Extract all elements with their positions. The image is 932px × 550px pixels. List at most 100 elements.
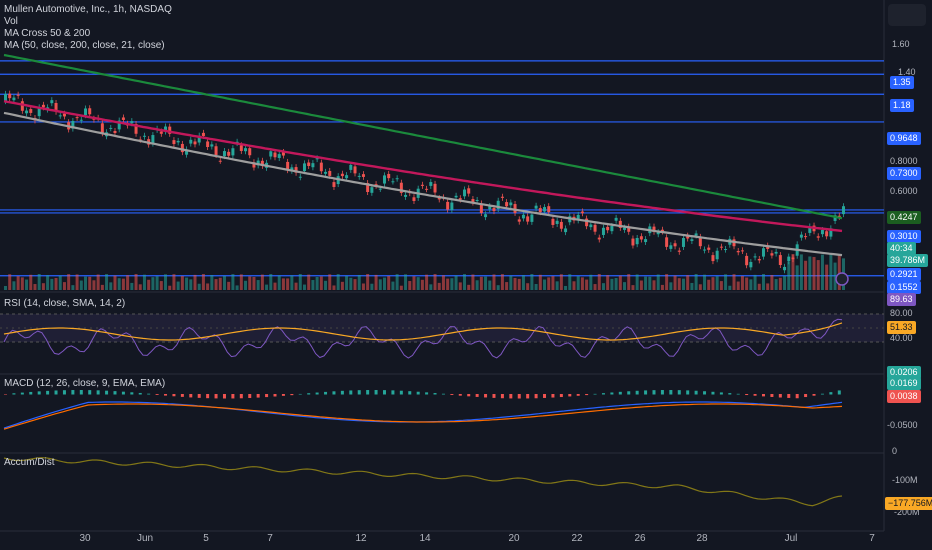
candle [538,208,542,213]
candle [286,161,290,171]
candle [513,204,517,213]
settings-button[interactable] [888,4,926,26]
price-tick: 0.8000 [890,156,918,166]
candle [429,182,433,186]
volume-bar [555,281,559,290]
volume-bar [740,275,744,290]
candle [576,214,580,221]
volume-bar [597,274,601,290]
candle [113,130,117,134]
volume-bar [463,274,467,290]
candle [656,232,660,235]
volume-bar [391,281,395,290]
candle [635,237,639,245]
candle [201,132,205,137]
macd-hist [71,390,75,395]
volume-bar [244,280,248,290]
macd-hist [543,394,547,398]
candle [151,135,155,144]
candle [319,162,323,172]
macd-hist [222,394,226,399]
accum-label[interactable]: Accum/Dist [4,457,55,468]
volume-bar [610,278,614,290]
macd-hist [324,391,328,395]
macd-label[interactable]: MACD (12, 26, close, 9, EMA, EMA) [4,378,166,389]
candle [395,178,399,180]
x-tick: 26 [634,533,646,544]
macd-hist [677,390,681,395]
volume-bar [635,274,639,290]
candle [479,203,483,213]
candle [50,100,54,104]
volume-bar [690,282,694,290]
volume-bar [833,262,837,290]
rsi-label[interactable]: RSI (14, close, SMA, 14, 2) [4,298,126,309]
candle [138,139,142,141]
macd-hist [307,393,311,395]
volume-bar [218,277,222,290]
candle [256,160,260,166]
indicator-vol[interactable]: Vol [4,16,18,27]
volume-bar [686,275,690,290]
candle [804,236,808,238]
volume-bar [618,275,622,290]
signal-tag: 0.0038 [887,390,921,403]
candle [492,208,496,212]
candle [58,115,62,117]
candle [75,117,79,119]
volume-bar [669,282,673,290]
macd-hist [500,394,504,399]
volume-bar [745,277,749,290]
volume-bar [214,279,218,290]
candle [606,226,610,231]
volume-bar [41,283,45,290]
macd-hist [686,390,690,395]
volume-bar [580,277,584,290]
volume-bar [126,275,130,290]
volume-bar [311,280,315,290]
volume-bar [378,279,382,290]
macd-hist [450,394,454,395]
volume-bar [627,274,631,290]
indicator-ma[interactable]: MA (50, close, 200, close, 21, close) [4,40,165,51]
indicator-ma-cross[interactable]: MA Cross 50 & 200 [4,28,91,39]
volume-bar [210,275,214,290]
volume-bar [799,254,803,290]
macd-hist [576,394,580,396]
rsi-tick: 80.00 [890,308,913,318]
candle [121,117,125,120]
volume-bar [665,274,669,290]
macd-hist [113,391,117,395]
candle [639,236,643,240]
macd-hist [568,394,572,397]
candle [294,167,298,173]
macd-hist [206,394,210,399]
volume-bar [159,281,163,290]
volume-bar [113,275,117,290]
price-tick: 1.40 [898,67,916,77]
symbol-title[interactable]: Mullen Automotive, Inc., 1h, NASDAQ [4,4,172,15]
volume-bar [724,274,728,290]
macd-hist [155,394,159,395]
candle [816,236,820,238]
volume-bar [307,274,311,290]
candle [100,123,104,134]
candle [328,170,332,176]
candle [458,198,462,200]
volume-bar [736,281,740,290]
ma-mid-line [3,100,843,233]
volume-bar [96,274,100,290]
candle [505,202,509,207]
candle [463,189,467,197]
candle [467,188,471,194]
macd-hist [172,394,176,397]
macd-hist [189,394,193,398]
volume-bar [454,275,458,290]
candle [84,108,88,116]
countdown-tag: 40:34 [887,242,916,255]
macd-hist [728,393,732,395]
candle [172,140,176,145]
macd-hist [62,390,66,395]
candle [601,227,605,235]
